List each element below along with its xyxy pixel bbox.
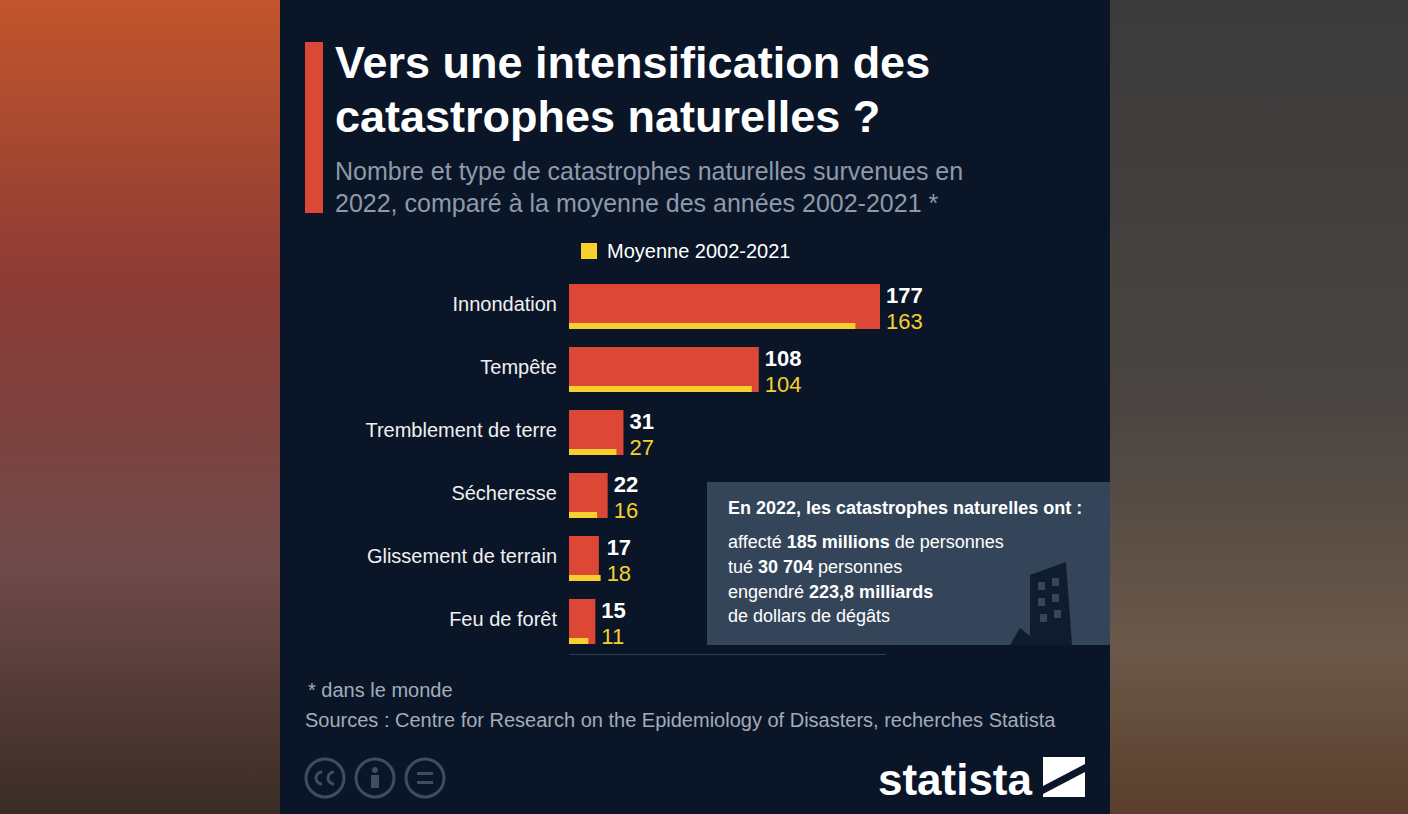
footnote: * dans le monde: [308, 679, 453, 701]
info-box-line: affecté 185 millions de personnes: [728, 532, 1004, 552]
info-text: de personnes: [890, 532, 1004, 552]
bar-average: [569, 449, 616, 455]
info-text: engendré: [728, 582, 809, 602]
text-line: Nombre et type de catastrophes naturelle…: [335, 157, 963, 185]
category-label: Innondation: [452, 293, 557, 315]
y-tick: Tremblement de terre: [365, 419, 557, 441]
background-right: [1108, 0, 1408, 814]
subtitle: Nombre et type de catastrophes naturelle…: [335, 157, 963, 217]
value-label-2022: 15: [601, 598, 625, 623]
info-box-bg: [707, 482, 1110, 645]
bar-average: [569, 386, 752, 392]
value-label-2022: 22: [614, 472, 638, 497]
info-text: affecté: [728, 532, 787, 552]
value-label-2022: 108: [765, 346, 802, 371]
info-box-line: tué 30 704 personnes: [728, 557, 902, 577]
value-label-average: 18: [607, 561, 631, 586]
source: Sources : Centre for Research on the Epi…: [305, 709, 1056, 731]
value-label-2022: 31: [629, 409, 653, 434]
info-box-title: En 2022, les catastrophes naturelles ont…: [728, 498, 1082, 518]
title-accent: [305, 42, 323, 213]
brand-icon: [1043, 757, 1085, 797]
legend-swatch: [581, 243, 597, 259]
y-tick: Tempête: [480, 356, 557, 378]
category-label: Sécheresse: [451, 482, 557, 504]
legend-label: Moyenne 2002-2021: [607, 240, 790, 262]
info-box: En 2022, les catastrophes naturelles ont…: [707, 482, 1110, 645]
chart-svg: Vers une intensification descatastrophes…: [0, 0, 1408, 814]
category-label: Tempête: [480, 356, 557, 378]
legend: Moyenne 2002-2021: [581, 240, 790, 262]
brand: statista: [878, 755, 1033, 804]
bar-average: [569, 575, 601, 581]
y-tick: Sécheresse: [451, 482, 557, 504]
category-label: Glissement de terrain: [367, 545, 557, 567]
text-line: Vers une intensification des: [335, 37, 930, 88]
text-line: catastrophes naturelles ?: [335, 91, 880, 142]
y-tick: Feu de forêt: [449, 608, 557, 630]
bar-2022: [569, 599, 595, 644]
bar-average: [569, 323, 855, 329]
x-axis-line: [570, 654, 886, 655]
text-line: 2022, comparé à la moyenne des années 20…: [335, 189, 938, 217]
panel: [280, 0, 1110, 814]
info-text: tué: [728, 557, 758, 577]
info-highlight: 30 704: [758, 557, 813, 577]
info-highlight: 223,8 milliards: [809, 582, 933, 602]
y-tick: Glissement de terrain: [367, 545, 557, 567]
value-label-2022: 177: [886, 283, 923, 308]
chart-root: Vers une intensification descatastrophes…: [0, 0, 1408, 814]
y-tick: Innondation: [452, 293, 557, 315]
bar-2022: [569, 410, 623, 455]
bar-2022: [569, 536, 599, 581]
value-label-average: 11: [601, 624, 624, 649]
info-highlight: 185 millions: [787, 532, 890, 552]
info-text: personnes: [813, 557, 902, 577]
bar-2022: [569, 473, 608, 518]
category-label: Tremblement de terre: [365, 419, 557, 441]
x-axis: [570, 654, 886, 655]
bar-2022: [569, 347, 759, 392]
building-icon: [1010, 562, 1072, 645]
category-label: Feu de forêt: [449, 608, 557, 630]
bar-average: [569, 512, 597, 518]
info-text: de dollars de dégâts: [728, 606, 890, 626]
value-label-2022: 17: [607, 535, 631, 560]
bar-2022: [569, 284, 880, 329]
info-box-line: engendré 223,8 milliards de dollars de dé…: [728, 582, 933, 626]
y-axis: Innondation Tempête Tremblement de terre Sé…: [365, 293, 557, 630]
value-label-average: 27: [629, 435, 653, 460]
background-left: [0, 0, 282, 814]
bar-average: [569, 638, 588, 644]
license-icons: [306, 759, 444, 797]
value-label-average: 16: [614, 498, 638, 523]
value-label-average: 104: [765, 372, 802, 397]
title: Vers une intensification descatastrophes…: [335, 37, 930, 142]
value-label-average: 163: [886, 309, 923, 334]
